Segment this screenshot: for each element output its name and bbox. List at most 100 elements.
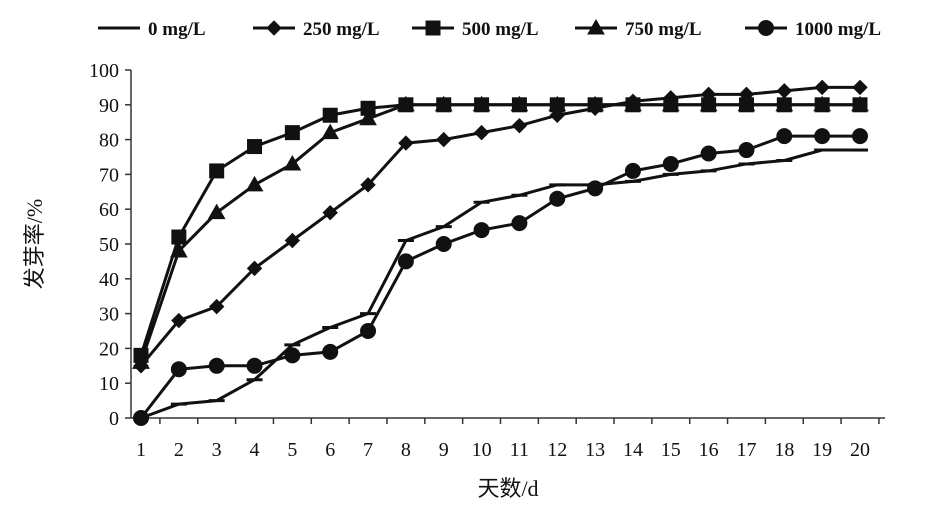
data-point: [586, 95, 604, 112]
data-point: [133, 410, 149, 426]
data-point: [359, 109, 377, 126]
data-point: [284, 125, 300, 141]
data-point: [321, 123, 340, 140]
legend-item: 250 mg/L: [253, 19, 380, 40]
x-tick-label: 11: [510, 439, 529, 461]
series-2: [133, 97, 868, 363]
x-axis-title: 天数/d: [477, 476, 538, 501]
data-point: [738, 142, 755, 159]
data-point: [435, 236, 452, 252]
x-tick-label: 3: [212, 439, 222, 461]
data-point: [170, 361, 187, 378]
data-point: [814, 79, 830, 96]
x-tick-label: 15: [661, 439, 681, 461]
y-tick-label: 60: [99, 199, 119, 221]
legend-item: 1000 mg/L: [745, 19, 881, 40]
data-point: [322, 343, 339, 360]
legend-label: 750 mg/L: [625, 19, 702, 40]
data-point: [246, 357, 263, 374]
x-tick-label: 12: [547, 439, 567, 461]
data-point: [436, 131, 452, 148]
data-point: [473, 124, 490, 141]
data-point: [511, 215, 528, 232]
x-tick-label: 6: [325, 439, 335, 461]
legend-label: 1000 mg/L: [795, 19, 881, 40]
data-point: [852, 128, 868, 145]
y-tick-label: 90: [99, 95, 119, 117]
x-tick-label: 2: [174, 439, 184, 461]
data-point: [246, 260, 263, 277]
data-point: [587, 18, 605, 35]
data-point: [207, 203, 226, 220]
data-point: [510, 95, 529, 112]
x-tick-label: 17: [736, 439, 756, 461]
data-point: [511, 117, 528, 134]
data-point: [813, 95, 832, 112]
data-point: [775, 95, 794, 112]
data-point: [776, 128, 793, 145]
y-tick-label: 10: [99, 373, 119, 395]
data-point: [171, 229, 187, 245]
data-point: [322, 107, 338, 123]
x-tick-label: 1: [136, 439, 146, 461]
data-point: [434, 95, 453, 112]
legend-label: 0 mg/L: [148, 19, 206, 40]
y-tick-label: 20: [99, 338, 119, 360]
x-tick-label: 4: [250, 439, 260, 461]
series-4: [133, 128, 868, 426]
data-point: [208, 357, 225, 374]
x-tick-label: 19: [812, 439, 832, 461]
data-point: [360, 323, 377, 339]
y-tick-label: 80: [99, 130, 119, 152]
data-point: [472, 95, 491, 112]
y-tick-label: 0: [109, 408, 119, 430]
x-tick-label: 7: [363, 439, 373, 461]
legend-item: 500 mg/L: [412, 19, 539, 40]
data-point: [700, 145, 717, 162]
data-point: [209, 163, 225, 179]
x-tick-label: 20: [850, 439, 870, 461]
data-point: [852, 79, 868, 96]
y-axis-title: 发芽率/%: [22, 199, 47, 289]
data-point: [661, 95, 680, 112]
data-point: [322, 204, 338, 221]
legend-label: 250 mg/L: [303, 19, 380, 40]
x-ticks: 1 2 3 4 5 6 7 8 9 10 11 12 13 14 15 16 17 18 19 20: [136, 418, 880, 461]
y-tick-label: 50: [99, 234, 119, 256]
legend-label: 500 mg/L: [462, 19, 539, 40]
data-point: [548, 95, 567, 112]
series-line: [139, 134, 860, 419]
y-tick-label: 40: [99, 269, 119, 291]
x-tick-label: 16: [699, 439, 719, 461]
series-group: [132, 79, 869, 426]
x-tick-label: 8: [401, 439, 411, 461]
series-line: [139, 103, 860, 363]
data-point: [699, 95, 718, 112]
data-point: [169, 241, 188, 258]
data-point: [245, 175, 264, 192]
data-point: [247, 139, 263, 155]
data-point: [284, 347, 301, 364]
series-3: [132, 95, 869, 369]
data-point: [851, 95, 869, 112]
data-point: [473, 222, 490, 239]
data-point: [737, 95, 756, 112]
data-point: [398, 135, 414, 151]
data-point: [266, 20, 282, 36]
y-ticks: 0 10 20 30 40 50 60 70 80 90 100: [89, 60, 131, 430]
legend-item: 750 mg/L: [575, 18, 702, 40]
y-tick-label: 70: [99, 164, 119, 186]
x-tick-label: 10: [472, 439, 492, 461]
data-point: [587, 180, 604, 197]
data-point: [283, 154, 302, 171]
x-tick-label: 9: [439, 439, 449, 461]
data-point: [624, 162, 641, 179]
data-point: [132, 353, 150, 369]
data-point: [397, 95, 415, 112]
y-tick-label: 30: [99, 304, 119, 326]
data-point: [549, 190, 566, 207]
series-0: [133, 148, 868, 420]
data-point: [624, 95, 642, 112]
